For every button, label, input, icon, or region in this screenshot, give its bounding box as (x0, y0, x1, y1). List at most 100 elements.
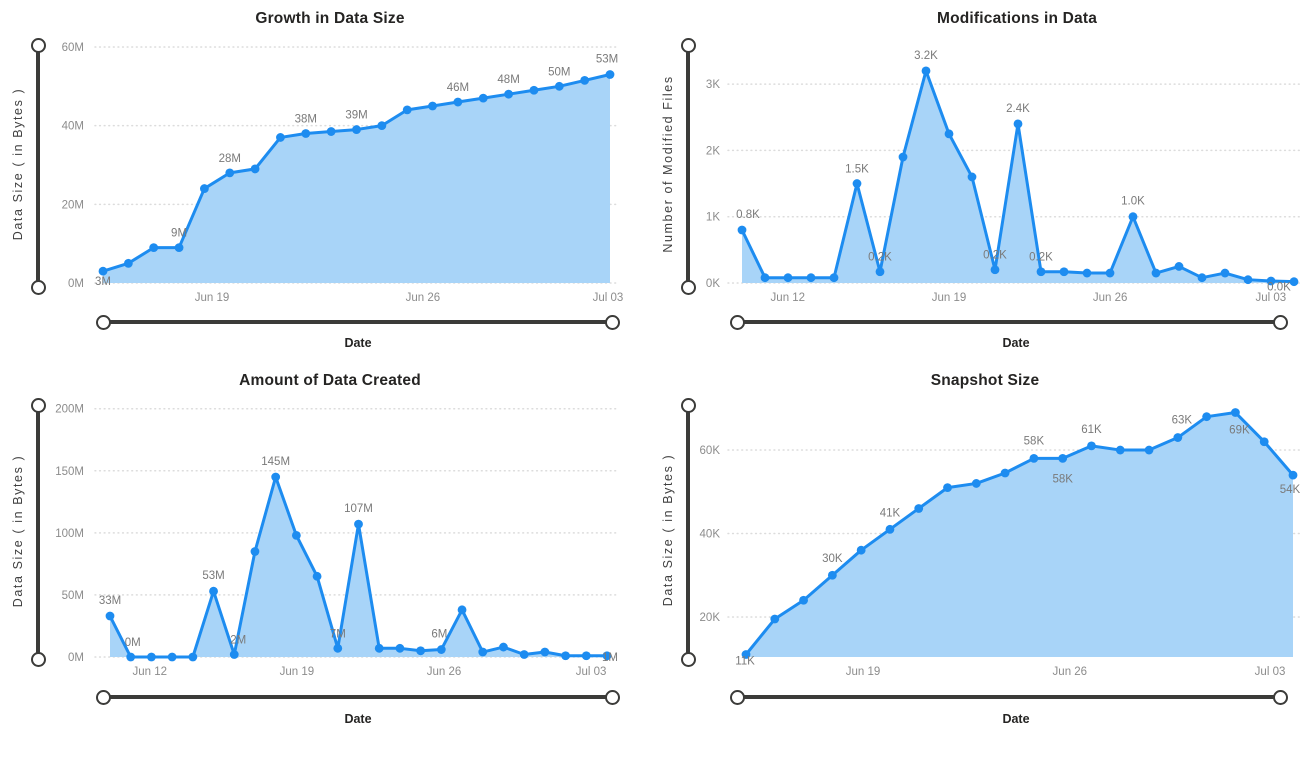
data-point[interactable] (1058, 454, 1068, 463)
data-point[interactable] (914, 504, 924, 513)
data-point[interactable] (126, 652, 136, 662)
data-point[interactable] (1220, 268, 1230, 278)
data-point[interactable] (1151, 268, 1161, 278)
data-point[interactable] (301, 129, 311, 138)
data-point[interactable] (554, 81, 564, 91)
data-point[interactable] (827, 570, 837, 580)
x-zoom-slider[interactable] (729, 314, 1288, 330)
data-point[interactable] (829, 273, 839, 283)
data-point[interactable] (333, 643, 343, 653)
data-point[interactable] (921, 66, 931, 76)
data-point[interactable] (377, 121, 387, 131)
data-point[interactable] (1289, 277, 1299, 287)
data-point[interactable] (453, 97, 463, 107)
data-point[interactable] (229, 650, 239, 659)
y-zoom-slider-bottom-handle[interactable] (680, 651, 696, 667)
data-point[interactable] (1259, 437, 1269, 447)
data-point[interactable] (990, 265, 1000, 275)
data-point[interactable] (1202, 412, 1212, 422)
data-point[interactable] (352, 125, 361, 134)
data-point[interactable] (402, 105, 412, 115)
y-zoom-slider-top-handle[interactable] (680, 397, 696, 413)
y-zoom-slider-track[interactable] (685, 45, 691, 287)
data-point[interactable] (1173, 433, 1183, 442)
y-zoom-slider-bottom-handle[interactable] (30, 651, 46, 667)
data-point[interactable] (806, 273, 816, 283)
data-point[interactable] (1128, 212, 1138, 222)
data-point[interactable] (1087, 441, 1096, 451)
x-zoom-slider-right-handle[interactable] (604, 689, 620, 705)
y-zoom-slider[interactable] (30, 397, 46, 667)
data-point[interactable] (478, 93, 488, 103)
data-point[interactable] (436, 645, 446, 654)
y-zoom-slider-track[interactable] (35, 405, 41, 659)
data-point[interactable] (1029, 454, 1039, 463)
data-point[interactable] (529, 85, 539, 95)
data-point[interactable] (188, 652, 198, 662)
data-point[interactable] (760, 273, 770, 283)
y-zoom-slider[interactable] (30, 37, 46, 295)
data-point[interactable] (852, 179, 862, 188)
x-zoom-slider-left-handle[interactable] (95, 689, 111, 705)
y-zoom-slider-top-handle[interactable] (30, 397, 46, 413)
data-point[interactable] (1231, 408, 1240, 417)
data-point[interactable] (276, 133, 285, 142)
data-point[interactable] (770, 614, 780, 624)
data-point[interactable] (105, 611, 115, 621)
data-point[interactable] (457, 605, 467, 615)
data-point[interactable] (1144, 445, 1154, 455)
data-point[interactable] (174, 243, 184, 252)
x-zoom-slider-left-handle[interactable] (95, 314, 111, 330)
data-point[interactable] (147, 652, 156, 662)
data-point[interactable] (1174, 262, 1184, 271)
data-point[interactable] (149, 243, 159, 252)
data-point[interactable] (1000, 468, 1010, 478)
data-point[interactable] (944, 129, 954, 139)
y-zoom-slider-top-handle[interactable] (680, 37, 696, 53)
data-point[interactable] (741, 650, 751, 659)
data-point[interactable] (1243, 275, 1253, 285)
data-point[interactable] (499, 642, 508, 652)
data-point[interactable] (98, 266, 108, 276)
data-point[interactable] (602, 651, 612, 661)
data-point[interactable] (374, 643, 384, 653)
data-point[interactable] (504, 89, 513, 99)
data-point[interactable] (540, 647, 550, 657)
data-point[interactable] (1059, 267, 1069, 277)
data-point[interactable] (1115, 445, 1125, 455)
y-zoom-slider-top-handle[interactable] (30, 37, 46, 53)
data-point[interactable] (561, 651, 570, 661)
data-point[interactable] (885, 524, 895, 534)
x-zoom-slider[interactable] (729, 689, 1288, 705)
data-point[interactable] (783, 273, 793, 283)
x-zoom-slider-track[interactable] (103, 694, 612, 700)
data-point[interactable] (416, 646, 426, 656)
x-zoom-slider-track[interactable] (737, 694, 1280, 700)
x-zoom-slider-right-handle[interactable] (604, 314, 620, 330)
data-point[interactable] (395, 643, 405, 653)
x-zoom-slider[interactable] (95, 314, 620, 330)
data-point[interactable] (250, 164, 260, 174)
data-point[interactable] (737, 225, 747, 235)
data-point[interactable] (312, 571, 322, 581)
y-zoom-slider[interactable] (680, 37, 696, 295)
x-zoom-slider-left-handle[interactable] (729, 689, 745, 705)
y-zoom-slider-track[interactable] (35, 45, 41, 287)
data-point[interactable] (519, 650, 529, 659)
data-point[interactable] (291, 530, 301, 540)
data-point[interactable] (209, 586, 218, 596)
x-zoom-slider-left-handle[interactable] (729, 314, 745, 330)
data-point[interactable] (581, 651, 591, 661)
data-point[interactable] (943, 483, 952, 493)
data-point[interactable] (799, 595, 808, 605)
data-point[interactable] (1105, 268, 1115, 278)
x-zoom-slider-right-handle[interactable] (1272, 689, 1288, 705)
data-point[interactable] (1266, 276, 1276, 286)
data-point[interactable] (971, 479, 981, 488)
data-point[interactable] (1082, 268, 1092, 278)
data-point[interactable] (605, 70, 615, 79)
data-point[interactable] (478, 647, 488, 657)
data-point[interactable] (428, 101, 437, 111)
x-zoom-slider-track[interactable] (737, 319, 1280, 325)
data-point[interactable] (250, 547, 260, 556)
